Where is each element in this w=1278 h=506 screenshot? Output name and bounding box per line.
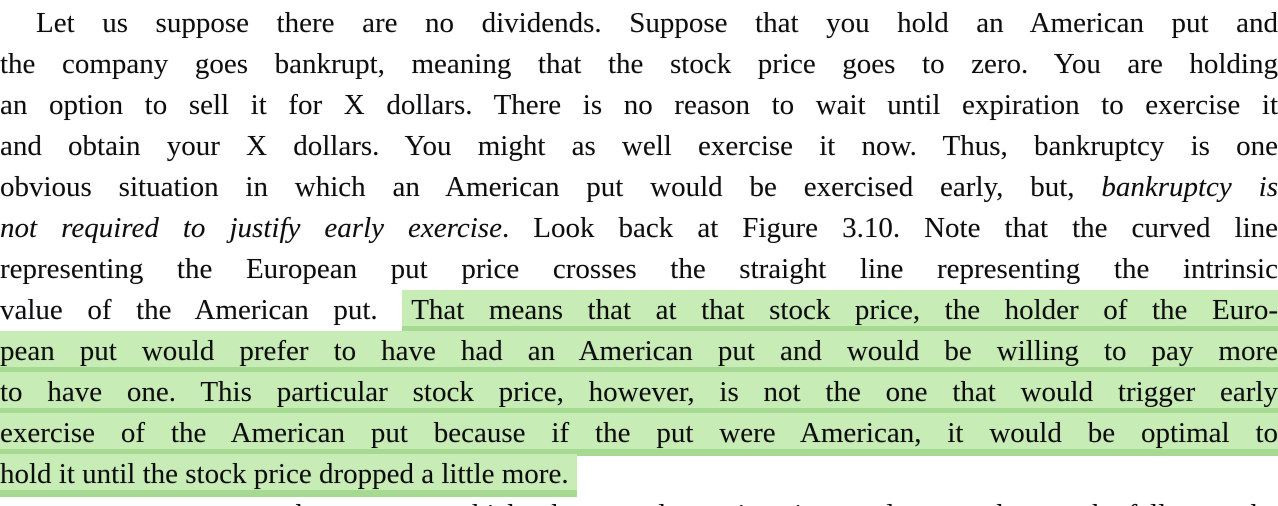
text-segment: value of the American put. [0, 294, 403, 326]
text-segment: obvious situation in which an American p… [0, 171, 1102, 203]
text-line: to have one. This particular stock price… [0, 372, 1278, 415]
partial-cropped-line: our answer concerns the rate at which th… [0, 495, 1278, 506]
text-segment: and obtain your X dollars. You might as … [0, 130, 1278, 162]
highlighted-text: pean put would prefer to have had an Ame… [0, 331, 1278, 374]
highlighted-text: exercise of the American put because if … [0, 413, 1278, 456]
text-line: and obtain your X dollars. You might as … [0, 126, 1278, 167]
text-line: pean put would prefer to have had an Ame… [0, 331, 1278, 374]
italic-text: not required to justify early exercise [0, 212, 502, 244]
text-segment: an option to sell it for X dollars. Ther… [0, 89, 1278, 121]
text-segment: representing the European put price cros… [0, 253, 1278, 285]
text-line: representing the European put price cros… [0, 249, 1278, 290]
highlighted-text: hold it until the stock price dropped a … [0, 454, 577, 497]
text-segment: the company goes bankrupt, meaning that … [0, 48, 1278, 80]
highlighted-text: That means that at that stock price, the… [402, 290, 1278, 333]
text-segment: Let us suppose there are no dividends. S… [36, 7, 1278, 39]
text-line: obvious situation in which an American p… [0, 167, 1278, 208]
text-line: Let us suppose there are no dividends. S… [0, 3, 1278, 44]
text-line: hold it until the stock price dropped a … [0, 454, 1278, 497]
paragraph-block: Let us suppose there are no dividends. S… [0, 3, 1278, 506]
italic-text: bankruptcy is [1101, 171, 1278, 203]
text-line: an option to sell it for X dollars. Ther… [0, 85, 1278, 126]
text-segment: our answer concerns the rate at which th… [0, 499, 1278, 506]
text-line: not required to justify early exercise. … [0, 208, 1278, 249]
text-segment: . Look back at Figure 3.10. Note that th… [501, 212, 1278, 244]
text-line: the company goes bankrupt, meaning that … [0, 44, 1278, 85]
highlighted-text: to have one. This particular stock price… [0, 372, 1278, 415]
text-line: value of the American put. That means th… [0, 290, 1278, 333]
text-line: exercise of the American put because if … [0, 413, 1278, 456]
